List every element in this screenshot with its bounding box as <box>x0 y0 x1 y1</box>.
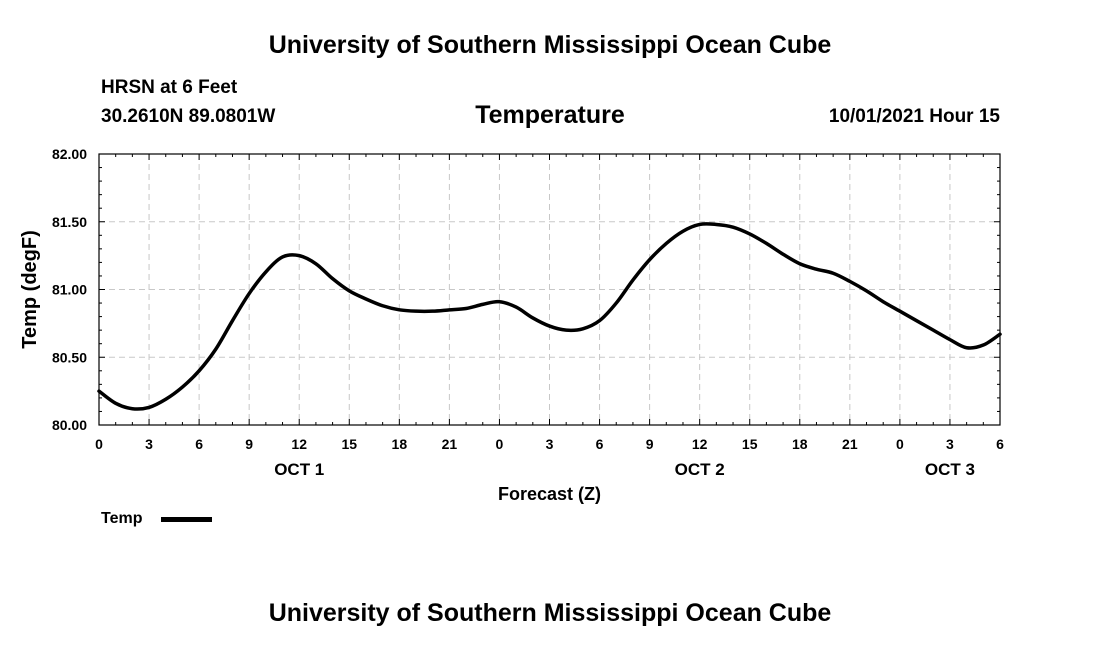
plot-frame <box>98 153 1001 426</box>
y-axis-label: Temp (degF) <box>19 230 41 349</box>
x-tick-label: 0 <box>95 436 103 452</box>
x-tick-label: 18 <box>792 436 808 452</box>
footer-title: University of Southern Mississippi Ocean… <box>268 599 832 627</box>
x-tick-label: 9 <box>646 436 654 452</box>
x-tick-label: 6 <box>596 436 604 452</box>
x-tick-label: 3 <box>145 436 153 452</box>
y-tick-label: 81.00 <box>52 282 87 298</box>
chart-title: Temperature <box>475 101 625 129</box>
y-tick-label: 82.00 <box>52 146 87 162</box>
x-tick-label: 21 <box>842 436 858 452</box>
coordinates-label: 30.2610N 89.0801W <box>101 106 276 127</box>
x-tick-label: 12 <box>692 436 708 452</box>
day-label: OCT 1 <box>274 460 324 479</box>
x-tick-label: 6 <box>996 436 1004 452</box>
day-label: OCT 2 <box>675 460 725 479</box>
y-tick-label: 81.50 <box>52 214 87 230</box>
x-tick-label: 21 <box>442 436 458 452</box>
x-tick-label: 9 <box>245 436 253 452</box>
x-tick-label: 15 <box>341 436 357 452</box>
page-title: University of Southern Mississippi Ocean… <box>268 31 832 59</box>
y-tick-label: 80.00 <box>52 417 87 433</box>
legend-line-swatch <box>161 517 212 522</box>
temp-series-line <box>97 222 1002 411</box>
x-tick-label: 3 <box>946 436 954 452</box>
x-tick-label: 12 <box>291 436 307 452</box>
station-label: HRSN at 6 Feet <box>101 77 238 98</box>
x-tick-label: 15 <box>742 436 758 452</box>
x-tick-label: 18 <box>392 436 408 452</box>
x-tick-label: 6 <box>195 436 203 452</box>
y-tick-label: 80.50 <box>52 349 87 365</box>
x-tick-label: 0 <box>896 436 904 452</box>
date-hour-label: 10/01/2021 Hour 15 <box>828 106 1000 127</box>
x-tick-label: 3 <box>546 436 554 452</box>
legend-label: Temp <box>101 510 143 527</box>
x-tick-label: 0 <box>496 436 504 452</box>
day-label: OCT 3 <box>925 460 975 479</box>
x-axis-label: Forecast (Z) <box>498 484 601 504</box>
